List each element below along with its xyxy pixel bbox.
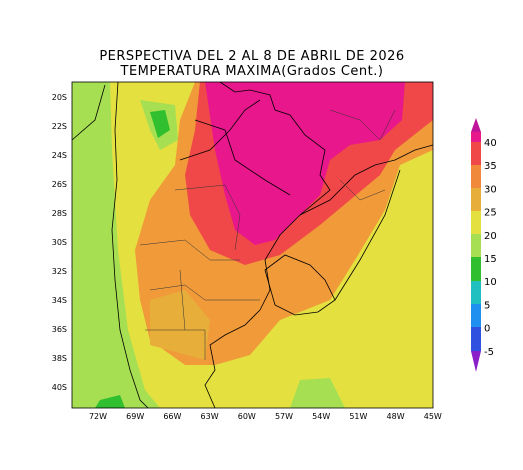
colorbar-label: 0 xyxy=(484,324,490,335)
lat-label: 26S xyxy=(52,180,67,189)
colorbar-label: 15 xyxy=(484,254,497,265)
lon-label: 69W xyxy=(126,412,144,421)
province-lines xyxy=(139,109,396,360)
lat-label: 40S xyxy=(52,383,67,392)
lon-label: 72W xyxy=(89,412,107,421)
colorbar-label: 30 xyxy=(484,184,497,195)
subtitle: TEMPERATURA MAXIMA(Grados Cent.) xyxy=(120,64,384,79)
lat-label: 30S xyxy=(52,238,67,247)
lat-label: 20S xyxy=(52,93,67,102)
lon-label: 60W xyxy=(238,412,256,421)
lat-label: 32S xyxy=(52,267,67,276)
lat-label: 22S xyxy=(52,122,67,131)
colorbar-label: 5 xyxy=(484,300,490,311)
colorbar-label: -5 xyxy=(484,347,494,358)
map-frame xyxy=(71,81,434,409)
lat-label: 34S xyxy=(52,296,67,305)
lon-label: 54W xyxy=(312,412,330,421)
lon-label: 51W xyxy=(349,412,367,421)
borders xyxy=(71,81,434,409)
title: PERSPECTIVA DEL 2 AL 8 DE ABRIL DE 2026 xyxy=(99,49,404,64)
colorbar-label: 35 xyxy=(484,161,497,172)
lon-label: 48W xyxy=(387,412,405,421)
lat-label: 24S xyxy=(52,151,67,160)
colorbar-label: 40 xyxy=(484,138,497,149)
map-field xyxy=(72,82,433,408)
colorbar-label: 25 xyxy=(484,208,497,219)
lon-label: 66W xyxy=(163,412,181,421)
lon-label: 57W xyxy=(275,412,293,421)
lon-label: 45W xyxy=(424,412,442,421)
lat-label: 38S xyxy=(52,354,67,363)
colorbar xyxy=(471,118,481,372)
lon-label: 63W xyxy=(201,412,219,421)
lat-label: 36S xyxy=(52,325,67,334)
lat-label: 28S xyxy=(52,209,67,218)
colorbar-label: 20 xyxy=(484,231,497,242)
colorbar-label: 10 xyxy=(484,277,497,288)
